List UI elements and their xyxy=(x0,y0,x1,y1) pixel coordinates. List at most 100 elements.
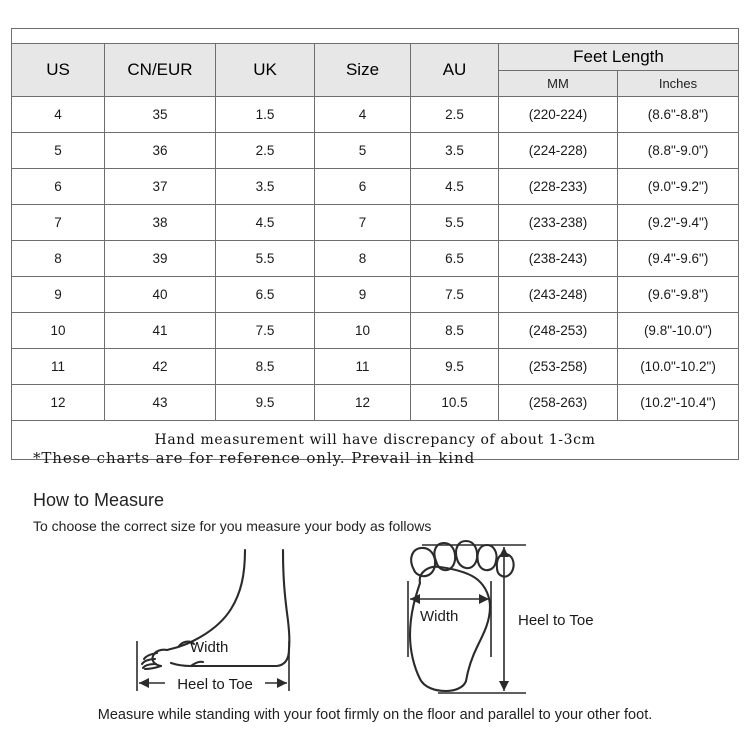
cell-inches: (10.0"-10.2") xyxy=(616,348,740,385)
arrow-right-icon xyxy=(479,594,489,604)
table-row: 9 40 6.5 9 7.5 (243-248) (9.6"-9.8") xyxy=(11,276,740,313)
cell-us: 11 xyxy=(11,348,105,385)
cell-size: 5 xyxy=(314,132,411,169)
arrow-left-icon xyxy=(139,678,149,688)
cell-size: 11 xyxy=(314,348,411,385)
cell-inches: (9.4"-9.6") xyxy=(616,240,740,277)
cell-size: 9 xyxy=(314,276,411,313)
table-row: 12 43 9.5 12 10.5 (258-263) (10.2"-10.4"… xyxy=(11,384,740,421)
cell-au: 7.5 xyxy=(410,276,499,313)
size-chart-table-container: US CN/EUR UK Size AU Feet Length MM Inch… xyxy=(10,28,740,460)
cell-uk: 3.5 xyxy=(215,168,315,205)
table-row: 4 35 1.5 4 2.5 (220-224) (8.6"-8.8") xyxy=(11,96,740,133)
cell-inches: (9.0"-9.2") xyxy=(616,168,740,205)
cell-us: 6 xyxy=(11,168,105,205)
sole-view-heel-to-toe-dimension xyxy=(422,544,526,694)
cell-size: 12 xyxy=(314,384,411,421)
cell-size: 10 xyxy=(314,312,411,349)
cell-us: 4 xyxy=(11,96,105,133)
cell-cn-eur: 38 xyxy=(104,204,216,241)
cell-inches: (9.8"-10.0") xyxy=(616,312,740,349)
cell-au: 8.5 xyxy=(410,312,499,349)
side-view-heel-to-toe-label: Heel to Toe xyxy=(177,676,253,693)
column-header-cn-eur: CN/EUR xyxy=(104,43,216,97)
cell-mm: (248-253) xyxy=(498,312,618,349)
side-view-width-label: Width xyxy=(190,639,228,656)
cell-uk: 1.5 xyxy=(215,96,315,133)
how-to-measure-subtitle: To choose the correct size for you measu… xyxy=(33,518,432,534)
table-row: 7 38 4.5 7 5.5 (233-238) (9.2"-9.4") xyxy=(11,204,740,241)
cell-mm: (238-243) xyxy=(498,240,618,277)
cell-au: 10.5 xyxy=(410,384,499,421)
cell-mm: (224-228) xyxy=(498,132,618,169)
cell-cn-eur: 39 xyxy=(104,240,216,277)
table-row: 6 37 3.5 6 4.5 (228-233) (9.0"-9.2") xyxy=(11,168,740,205)
arrow-down-icon xyxy=(499,681,509,691)
column-header-uk: UK xyxy=(215,43,315,97)
reference-note: *These charts are for reference only. Pr… xyxy=(33,449,476,467)
foot-sole-view-diagram: Width Heel to Toe xyxy=(407,539,594,694)
table-spacer-cell xyxy=(11,28,739,44)
cell-au: 6.5 xyxy=(410,240,499,277)
cell-uk: 8.5 xyxy=(215,348,315,385)
sole-view-heel-to-toe-label: Heel to Toe xyxy=(518,612,594,629)
cell-cn-eur: 36 xyxy=(104,132,216,169)
bottom-caption: Measure while standing with your foot fi… xyxy=(97,707,653,723)
cell-cn-eur: 43 xyxy=(104,384,216,421)
arrow-left-icon xyxy=(410,594,420,604)
cell-mm: (253-258) xyxy=(498,348,618,385)
table-header-row-secondary: MM Inches xyxy=(12,70,740,97)
cell-us: 8 xyxy=(11,240,105,277)
cell-mm: (228-233) xyxy=(498,168,618,205)
table-header-row-primary: US CN/EUR UK Size AU Feet Length xyxy=(11,43,740,97)
cell-inches: (8.6"-8.8") xyxy=(616,96,740,133)
cell-au: 3.5 xyxy=(410,132,499,169)
table-footer-row: Hand measurement will have discrepancy o… xyxy=(10,420,740,460)
column-header-au: AU xyxy=(410,43,499,97)
cell-uk: 6.5 xyxy=(215,276,315,313)
cell-cn-eur: 37 xyxy=(104,168,216,205)
cell-mm: (243-248) xyxy=(498,276,618,313)
cell-cn-eur: 35 xyxy=(104,96,216,133)
table-spacer-row xyxy=(11,28,739,44)
cell-uk: 7.5 xyxy=(215,312,315,349)
cell-inches: (9.2"-9.4") xyxy=(616,204,740,241)
size-chart-table: US CN/EUR UK Size AU Feet Length MM Inch… xyxy=(10,28,740,460)
table-footer-note: Hand measurement will have discrepancy o… xyxy=(10,420,740,460)
cell-us: 12 xyxy=(11,384,105,421)
table-row: 10 41 7.5 10 8.5 (248-253) (9.8"-10.0") xyxy=(11,312,740,349)
cell-inches: (8.8"-9.0") xyxy=(616,132,740,169)
cell-us: 7 xyxy=(11,204,105,241)
cell-uk: 4.5 xyxy=(215,204,315,241)
measurement-diagrams: Width Heel to Toe xyxy=(0,535,750,705)
arrow-right-icon xyxy=(277,678,287,688)
cell-au: 2.5 xyxy=(410,96,499,133)
cell-au: 9.5 xyxy=(410,348,499,385)
cell-au: 4.5 xyxy=(410,168,499,205)
cell-uk: 5.5 xyxy=(215,240,315,277)
column-header-mm: MM xyxy=(498,70,618,97)
column-header-size: Size xyxy=(314,43,411,97)
table-row: 8 39 5.5 8 6.5 (238-243) (9.4"-9.6") xyxy=(11,240,740,277)
label-backdrop xyxy=(165,673,265,693)
cell-cn-eur: 41 xyxy=(104,312,216,349)
column-header-inches: Inches xyxy=(616,70,740,97)
cell-size: 8 xyxy=(314,240,411,277)
foot-side-view-diagram: Width Heel to Toe xyxy=(136,548,291,693)
cell-us: 5 xyxy=(11,132,105,169)
cell-size: 7 xyxy=(314,204,411,241)
cell-inches: (10.2"-10.4") xyxy=(616,384,740,421)
cell-uk: 9.5 xyxy=(215,384,315,421)
cell-size: 4 xyxy=(314,96,411,133)
cell-au: 5.5 xyxy=(410,204,499,241)
cell-mm: (220-224) xyxy=(498,96,618,133)
cell-cn-eur: 42 xyxy=(104,348,216,385)
cell-mm: (258-263) xyxy=(498,384,618,421)
cell-size: 6 xyxy=(314,168,411,205)
cell-us: 10 xyxy=(11,312,105,349)
cell-mm: (233-238) xyxy=(498,204,618,241)
column-header-us: US xyxy=(11,43,105,97)
cell-us: 9 xyxy=(11,276,105,313)
arrow-up-icon xyxy=(499,547,509,557)
cell-inches: (9.6"-9.8") xyxy=(616,276,740,313)
